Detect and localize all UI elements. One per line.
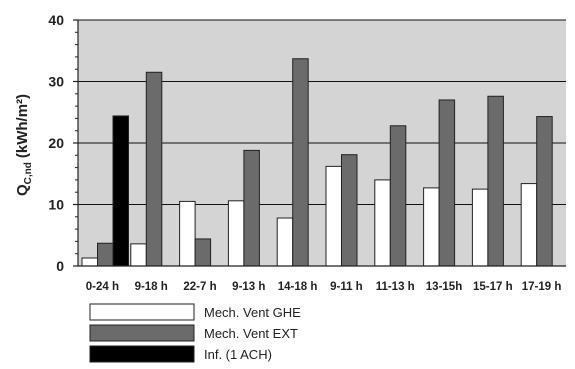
bar-mech-vent-ext	[145, 71, 163, 267]
bar-mech-vent-ghe	[276, 217, 294, 267]
bar-mech-vent-ghe	[130, 243, 147, 267]
x-tick-label: 9-11 h	[330, 281, 363, 293]
x-tick-label: 14-18 h	[278, 281, 318, 293]
x-tick-label: 9-18 h	[135, 281, 168, 293]
x-tick-label: 13-15h	[426, 281, 462, 293]
x-tick-label: 17-19 h	[522, 281, 562, 293]
bar-mech-vent-ext	[341, 154, 358, 267]
y-ticks: 0 10 20 30 40	[48, 12, 78, 274]
x-tick-label: 15-17 h	[473, 281, 513, 293]
y-axis-label: QC,nd (kWh/m²)	[14, 94, 34, 196]
y-axis-label-unit: (kWh/m²)	[14, 94, 31, 158]
x-tick-labels: 0-24 h 9-18 h 22-7 h 9-13 h 14-18 h 9-11 h 11-…	[86, 281, 562, 293]
bar-mech-vent-ghe	[81, 257, 98, 267]
bar-mech-vent-ext	[389, 125, 407, 267]
bar-mech-vent-ext	[194, 238, 212, 267]
y-tick-label: 10	[48, 197, 64, 213]
bar-mech-vent-ext	[536, 116, 553, 267]
x-tick-label: 9-13 h	[232, 281, 265, 293]
x-tick-label: 0-24 h	[86, 281, 119, 293]
bar-mech-vent-ghe	[374, 179, 391, 267]
y-axis-label-sub: C,nd	[23, 162, 34, 184]
y-axis-label-main: Q	[14, 184, 31, 196]
bar-mech-vent-ghe	[325, 165, 342, 267]
bar-mech-vent-ext	[438, 99, 456, 267]
bar-mech-vent-ghe	[179, 200, 196, 267]
bars-group	[81, 58, 553, 267]
y-tick-label: 40	[48, 12, 64, 28]
legend-label: Mech. Vent GHE	[204, 305, 301, 320]
y-tick-label: 30	[48, 74, 64, 90]
bar-inf-1-ach	[112, 115, 129, 267]
bar-mech-vent-ghe	[520, 183, 538, 267]
legend-swatch	[89, 345, 195, 363]
bar-mech-vent-ghe	[471, 188, 489, 267]
bar-mech-vent-ext	[487, 95, 504, 267]
bar-mech-vent-ext	[292, 58, 309, 267]
bar-mech-vent-ext	[243, 149, 260, 267]
y-tick-label: 0	[56, 258, 64, 274]
bar-mech-vent-ext	[97, 242, 114, 267]
legend-label: Mech. Vent EXT	[204, 326, 298, 341]
legend: Mech. Vent GHE Mech. Vent EXT Inf. (1 ACH)	[89, 303, 301, 363]
legend-label: Inf. (1 ACH)	[204, 347, 272, 362]
x-tick-label: 22-7 h	[183, 281, 216, 293]
bar-mech-vent-ghe	[227, 200, 245, 267]
bar-mech-vent-ghe	[423, 187, 440, 267]
legend-swatch	[89, 303, 195, 321]
y-tick-label: 20	[48, 135, 64, 151]
legend-swatch	[89, 324, 195, 342]
x-tick-label: 11-13 h	[376, 281, 415, 293]
